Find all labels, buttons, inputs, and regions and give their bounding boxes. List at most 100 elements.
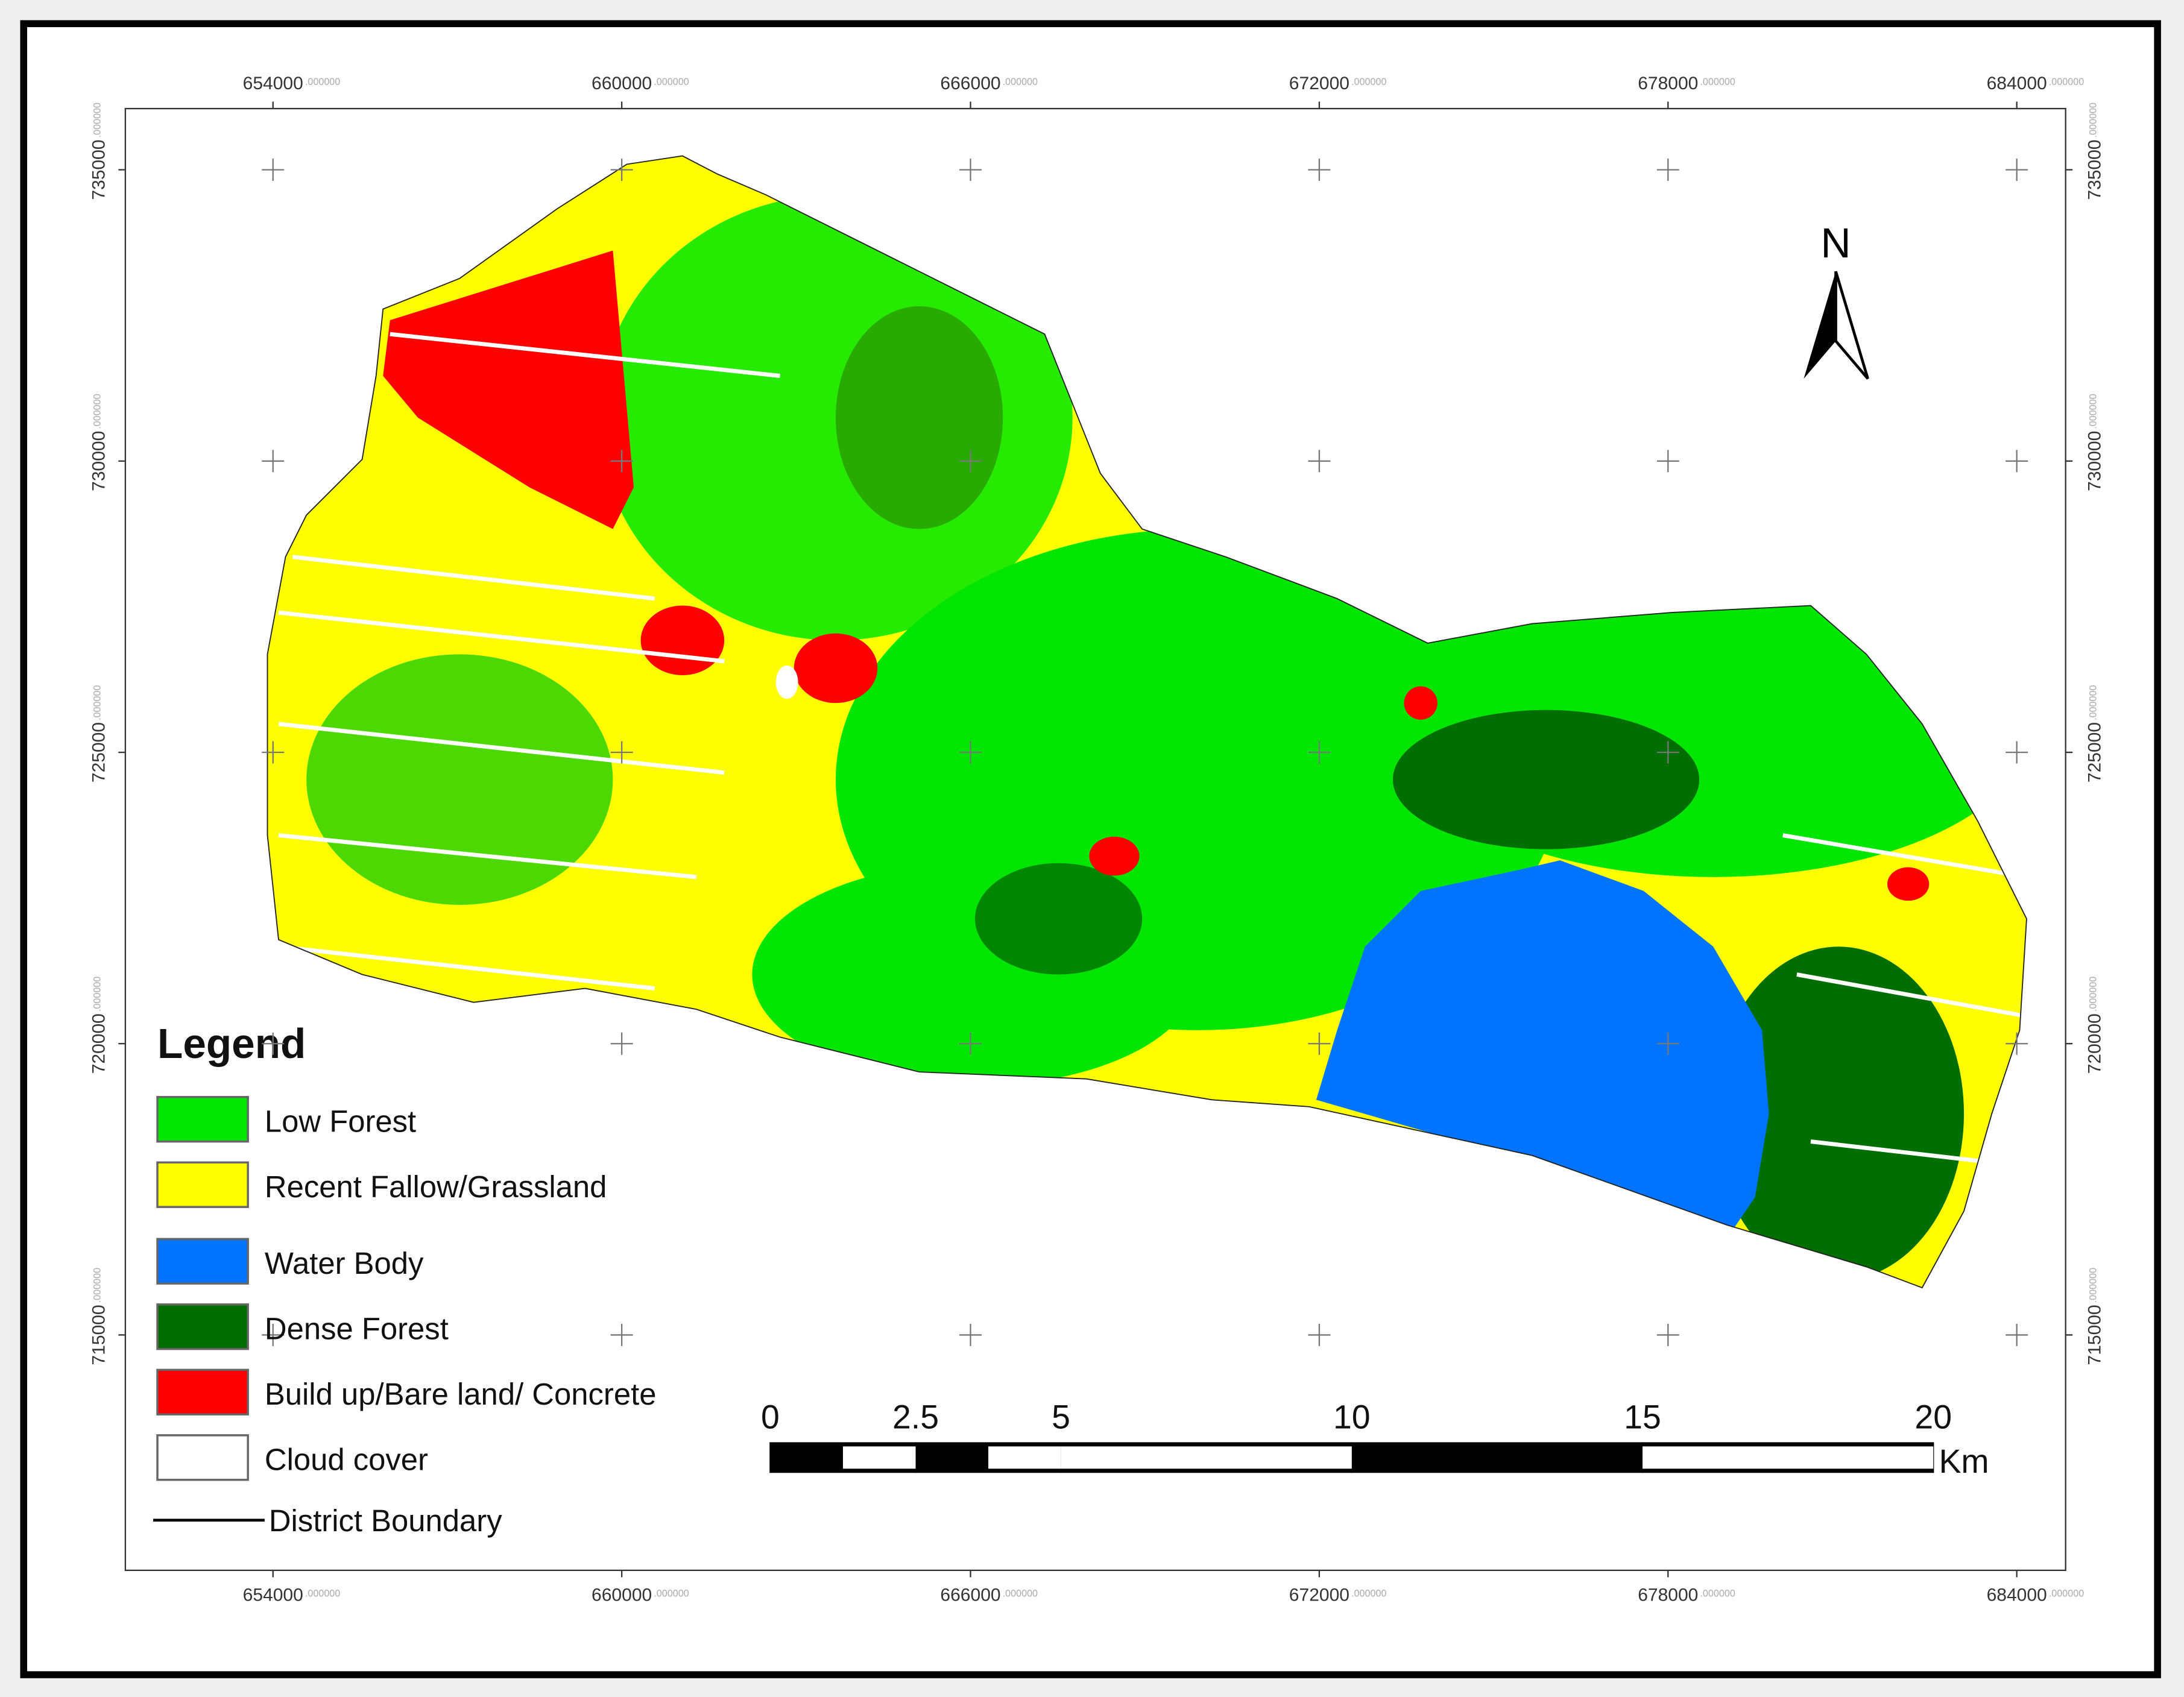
coordinate-suffix: .000000 — [1003, 1588, 1038, 1599]
built-up-area — [1887, 867, 1930, 901]
graticule-cross — [610, 159, 633, 181]
legend-swatch — [156, 1161, 249, 1208]
scale-segment — [1061, 1446, 1352, 1469]
graticule-cross — [262, 741, 285, 764]
built-up-area — [383, 250, 634, 529]
graticule-cross — [1308, 159, 1331, 181]
legend-swatch — [156, 1368, 249, 1415]
cloud-patch — [775, 665, 798, 699]
coordinate-suffix: .000000 — [305, 77, 340, 87]
north-arrow-right — [1834, 271, 1869, 380]
coordinate-suffix: .000000 — [92, 102, 103, 137]
legend-label: Low Forest — [265, 1104, 416, 1138]
graticule-cross — [1308, 1032, 1331, 1055]
y-tick-label: 715000 — [2085, 1305, 2104, 1365]
coordinate-suffix: .000000 — [1700, 1588, 1735, 1599]
water-body — [1316, 860, 1769, 1228]
scale-label: 20 — [1914, 1398, 1952, 1435]
coordinate-suffix: .000000 — [1351, 1588, 1386, 1599]
y-tick-label: 720000 — [2085, 1013, 2104, 1074]
coordinate-suffix: .000000 — [2088, 685, 2098, 720]
x-tick-label: 660000 — [592, 74, 652, 93]
coordinate-suffix: .000000 — [2049, 1588, 2084, 1599]
x-tick-label: 666000 — [940, 1585, 1000, 1605]
graticule-cross — [959, 741, 982, 764]
legend-label: Water Body — [265, 1246, 424, 1280]
graticule-cross — [1308, 741, 1331, 764]
graticule-cross — [2006, 450, 2028, 473]
scale-unit: Km — [1939, 1443, 1989, 1480]
y-tick-label: 725000 — [89, 722, 109, 782]
built-up-area — [640, 605, 725, 675]
coordinate-suffix: .000000 — [2088, 102, 2098, 137]
graticule-cross — [959, 450, 982, 473]
graticule-cross — [610, 1323, 633, 1346]
x-tick-label: 678000 — [1638, 74, 1698, 93]
graticule-cross — [1656, 159, 1679, 181]
x-tick-label: 660000 — [592, 1585, 652, 1605]
y-tick-group: 730000 .000000 — [89, 394, 109, 491]
legend-label: District Boundary — [269, 1503, 502, 1538]
y-tick-group: 735000 .000000 — [2085, 102, 2104, 200]
dense-forest-area — [1392, 710, 1700, 849]
x-tick-label: 678000 — [1638, 1585, 1698, 1605]
y-tick-label: 730000 — [2085, 431, 2104, 491]
district-boundary — [267, 155, 2027, 1289]
coordinate-suffix: .000000 — [654, 1588, 689, 1599]
coordinate-suffix: .000000 — [92, 394, 103, 429]
coordinate-suffix: .000000 — [92, 685, 103, 720]
graticule-cross — [2006, 1032, 2028, 1055]
coordinate-suffix: .000000 — [654, 77, 689, 87]
graticule-cross — [262, 1032, 285, 1055]
scale-segment — [988, 1446, 1061, 1469]
scale-label: 10 — [1333, 1398, 1371, 1435]
y-tick-group: 720000.000000 — [2085, 977, 2104, 1074]
graticule-cross — [1308, 450, 1331, 473]
graticule-cross — [1656, 1323, 1679, 1346]
graticule-cross — [959, 159, 982, 181]
x-tick-label: 672000 — [1289, 74, 1349, 93]
scale-segment — [842, 1446, 916, 1469]
legend-label: Recent Fallow/Grassland — [265, 1170, 607, 1204]
y-tick-label: 715000 — [89, 1305, 109, 1365]
coordinate-suffix: .000000 — [2088, 394, 2098, 429]
coordinate-suffix: .000000 — [305, 1588, 340, 1599]
x-tick-label: 666000 — [940, 74, 1000, 93]
graticule-cross — [1656, 741, 1679, 764]
x-tick-label: 684000 — [1987, 74, 2047, 93]
y-tick-group: 725000 .000000 — [89, 685, 109, 782]
built-up-area — [794, 633, 878, 704]
built-up-area — [1404, 686, 1438, 720]
scale-label: 15 — [1624, 1398, 1661, 1435]
x-tick-label: 672000 — [1289, 1585, 1349, 1605]
x-tick-label: 684000 — [1987, 1585, 2047, 1605]
y-tick-label: 720000 — [89, 1013, 109, 1074]
coordinate-suffix: .000000 — [92, 977, 103, 1012]
graticule-cross — [1656, 1032, 1679, 1055]
coordinate-suffix: .000000 — [2049, 77, 2084, 87]
graticule-cross — [2006, 159, 2028, 181]
graticule-cross — [959, 1032, 982, 1055]
graticule-cross — [610, 1032, 633, 1055]
coordinate-suffix: .000000 — [92, 1268, 103, 1303]
scale-label: 2.5 — [892, 1398, 939, 1435]
graticule-cross — [610, 450, 633, 473]
legend-label: Cloud cover — [265, 1443, 428, 1477]
graticule-cross — [2006, 741, 2028, 764]
y-tick-group: 715000 .000000 — [2085, 1268, 2104, 1365]
legend-swatch — [156, 1303, 249, 1350]
cloud-stripes — [278, 332, 2027, 1165]
y-tick-label: 730000 — [89, 431, 109, 491]
coordinate-suffix: .000000 — [1003, 77, 1038, 87]
dense-forest-area — [835, 306, 1003, 529]
graticule-cross — [262, 450, 285, 473]
legend-swatch — [156, 1434, 249, 1481]
legend-swatch — [156, 1238, 249, 1285]
legend-label: Dense Forest — [265, 1312, 449, 1346]
scale-label: 0 — [761, 1398, 780, 1435]
built-up-area — [1089, 836, 1140, 876]
y-tick-group: 720000.000000 — [89, 977, 109, 1074]
y-tick-label: 725000 — [2085, 722, 2104, 782]
